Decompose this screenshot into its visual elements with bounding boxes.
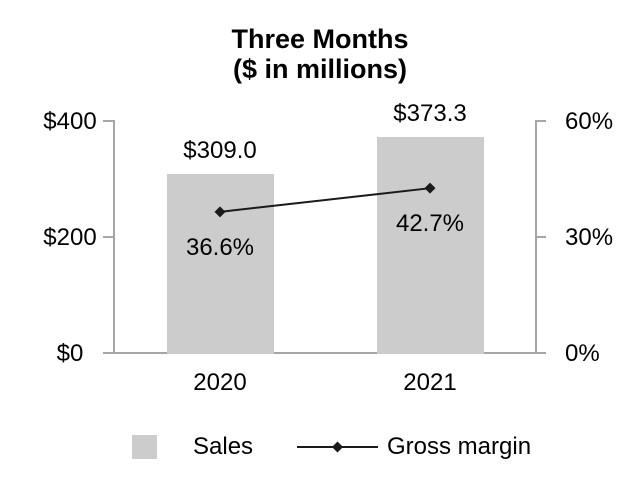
right-axis-line [535, 120, 537, 354]
right-axis-label: 0% [565, 340, 600, 367]
left-axis-tick [103, 236, 113, 238]
legend-diamond-icon [332, 441, 343, 453]
right-axis-tick [537, 236, 546, 238]
chart-title-line1: Three Months [231, 24, 409, 54]
left-axis-label: $400 [43, 108, 97, 135]
gross-margin-value-label-2020: 36.6% [185, 233, 255, 261]
sales-bar-2020 [166, 174, 274, 354]
legend-sales-label: Sales [193, 433, 254, 460]
right-axis-tick [537, 120, 546, 122]
left-axis-label: $0 [56, 340, 84, 367]
left-axis-tick [103, 120, 113, 122]
left-axis-line [113, 120, 115, 354]
right-axis-label: 30% [565, 224, 614, 251]
x-axis-line [103, 352, 546, 354]
x-axis-label-2020: 2020 [193, 369, 247, 396]
chart-title: Three Months ($ in millions) [0, 24, 640, 84]
left-axis-label: $200 [43, 224, 97, 251]
gross-margin-value-label-2021: 42.7% [395, 210, 465, 238]
sales-value-label-2020: $309.0 [183, 137, 257, 164]
sales-value-label-2021: $373.3 [393, 99, 467, 127]
chart-title-line2: ($ in millions) [232, 54, 407, 84]
sales-bar-2021 [376, 136, 484, 354]
right-axis-label: 60% [565, 108, 614, 135]
legend-sales-swatch [132, 435, 157, 459]
x-axis-label-2021: 2021 [403, 369, 457, 396]
legend-gross-margin-label: Gross margin [387, 433, 532, 460]
